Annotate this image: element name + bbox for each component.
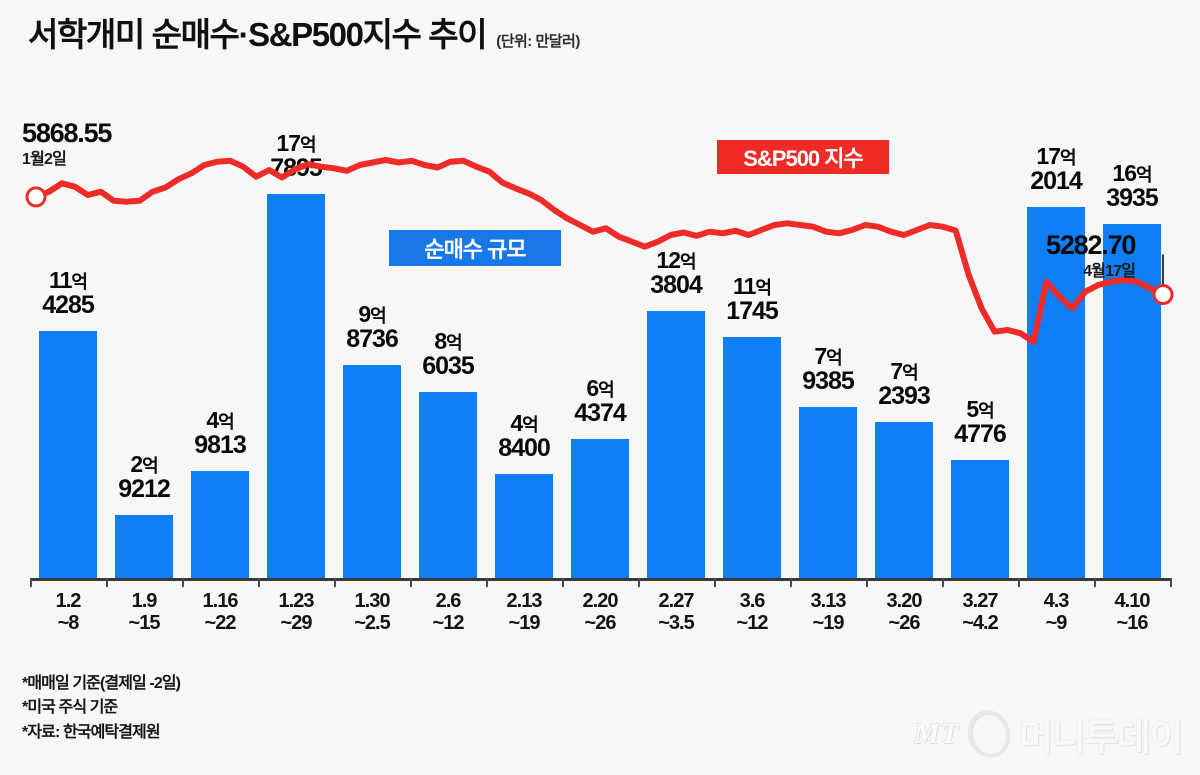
axis-tick bbox=[106, 578, 108, 587]
bar-1.2~8 bbox=[39, 331, 97, 578]
axis-tick bbox=[866, 578, 868, 587]
bar-3.13~19 bbox=[799, 406, 857, 578]
bar-value-label: 8억 6035 bbox=[422, 328, 475, 381]
axis-tick bbox=[714, 578, 716, 587]
bar-1.16~22 bbox=[191, 470, 249, 578]
bar-value-label: 11억 1745 bbox=[726, 272, 779, 325]
bar-2.13~19 bbox=[495, 473, 553, 578]
axis-tick bbox=[790, 578, 792, 587]
x-axis-label: 2.20 ~26 bbox=[582, 590, 619, 635]
bar-value-label: 6억 4374 bbox=[574, 375, 627, 428]
bar-2.27~3.5 bbox=[647, 310, 705, 578]
bar-value-label: 16억 3935 bbox=[1106, 160, 1159, 213]
bar-3.27~4.2 bbox=[951, 459, 1009, 578]
ring-logo-icon bbox=[961, 704, 1017, 764]
axis-tick bbox=[562, 578, 564, 587]
x-axis-label: 3.20 ~26 bbox=[886, 590, 923, 635]
x-axis-label: 1.23 ~29 bbox=[278, 590, 315, 635]
footnote: *매매일 기준(결제일 -2일) bbox=[22, 675, 181, 692]
axis-tick bbox=[1018, 578, 1020, 587]
watermark-mark: MT bbox=[913, 717, 960, 750]
end-value: 5282.70 bbox=[1046, 230, 1136, 260]
x-axis-label: 1.30 ~2.5 bbox=[354, 590, 390, 635]
footnotes: *매매일 기준(결제일 -2일) *미국 주식 기준 *자료: 한국예탁결제원 bbox=[22, 672, 181, 745]
start-point-marker bbox=[25, 186, 47, 208]
bar-value-label: 4억 9813 bbox=[194, 406, 247, 459]
bar-1.9~15 bbox=[115, 514, 173, 578]
x-axis-label: 1.16 ~22 bbox=[202, 590, 239, 635]
bar-value-label: 11억 4285 bbox=[42, 267, 95, 320]
x-axis-label: 3.27 ~4.2 bbox=[962, 590, 998, 635]
x-axis-label: 2.27 ~3.5 bbox=[658, 590, 694, 635]
bar-3.6~12 bbox=[723, 336, 781, 578]
legend-net-purchase: 순매수 규모 bbox=[389, 230, 561, 266]
bar-value-label: 5억 4776 bbox=[954, 395, 1007, 448]
axis-tick bbox=[1094, 578, 1096, 587]
bar-value-label: 17억 7895 bbox=[270, 130, 323, 183]
start-date: 1월2일 bbox=[22, 151, 67, 168]
bar-1.23~29 bbox=[267, 194, 325, 578]
axis-tick bbox=[942, 578, 944, 587]
x-axis-label: 1.2 ~8 bbox=[55, 590, 82, 635]
sp500-line-path bbox=[33, 157, 1166, 345]
x-axis-label: 3.13 ~19 bbox=[810, 590, 847, 635]
x-axis-label: 4.10 ~16 bbox=[1114, 590, 1151, 635]
axis-tick bbox=[30, 578, 32, 587]
footnote: *미국 주식 기준 bbox=[22, 699, 118, 717]
x-axis-label: 3.6 ~12 bbox=[736, 590, 769, 635]
x-axis-label: 2.13 ~19 bbox=[506, 590, 543, 635]
axis-tick bbox=[410, 578, 412, 587]
footnote: *자료: 한국예탁결제원 bbox=[22, 723, 161, 741]
watermark: MT 머니투데이 bbox=[913, 704, 1183, 764]
end-value-callout: 5282.70 4월17일 bbox=[1046, 230, 1136, 280]
page-title: 서학개미 순매수·S&P500지수 추이 bbox=[28, 16, 488, 53]
bar-2.6~12 bbox=[419, 392, 477, 578]
bar-value-label: 2억 9212 bbox=[118, 450, 171, 503]
watermark-name: 머니투데이 bbox=[1019, 717, 1183, 758]
bar-value-label: 7억 9385 bbox=[802, 342, 855, 395]
axis-tick bbox=[182, 578, 184, 587]
legend-sp500: S&P500 지수 bbox=[717, 140, 889, 174]
unit-note: (단위: 만달러) bbox=[496, 33, 580, 50]
bar-3.20~26 bbox=[875, 421, 933, 578]
axis-tick bbox=[258, 578, 260, 587]
bar-value-label: 7억 2393 bbox=[878, 357, 931, 410]
header: 서학개미 순매수·S&P500지수 추이 (단위: 만달러) bbox=[28, 18, 580, 51]
end-date: 4월17일 bbox=[1083, 263, 1136, 280]
x-axis-label: 2.6 ~12 bbox=[432, 590, 465, 635]
start-value-callout: 5868.55 1월2일 bbox=[22, 118, 112, 168]
x-axis-line bbox=[30, 578, 1170, 581]
bar-1.30~2.5 bbox=[343, 364, 401, 578]
bar-value-label: 4억 8400 bbox=[498, 409, 551, 462]
axis-tick bbox=[334, 578, 336, 587]
axis-tick bbox=[1170, 578, 1172, 587]
start-value: 5868.55 bbox=[22, 118, 112, 148]
x-axis-label: 1.9 ~15 bbox=[128, 590, 161, 635]
axis-tick bbox=[638, 578, 640, 587]
axis-tick bbox=[486, 578, 488, 587]
bar-2.20~26 bbox=[571, 439, 629, 578]
x-axis-label: 4.3 ~9 bbox=[1043, 590, 1070, 635]
